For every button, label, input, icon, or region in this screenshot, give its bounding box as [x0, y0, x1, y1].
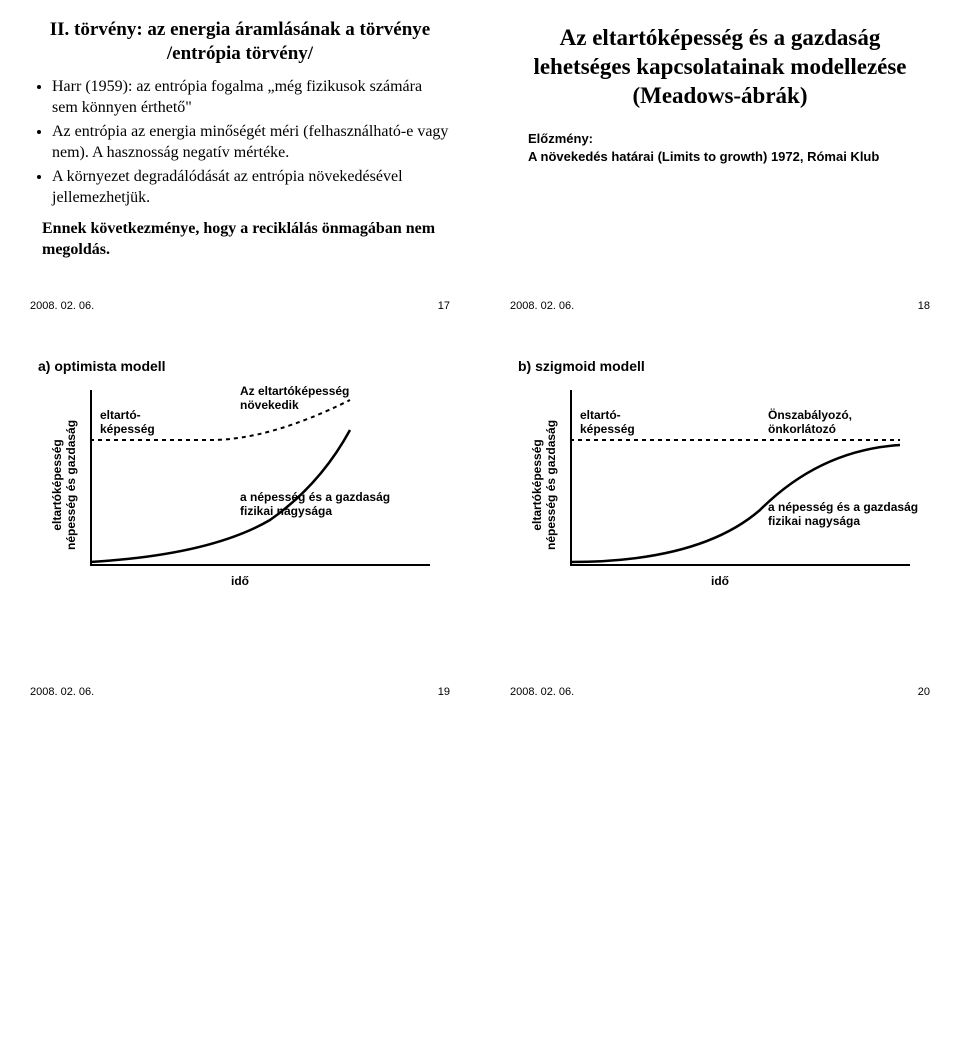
subtitle-line: A növekedés határai (Limits to growth) 1…: [528, 148, 930, 166]
slide-title: Az eltartóképesség és a gazdaság lehetsé…: [510, 24, 930, 110]
chart-optimist: eltartóképesség népesség és gazdaság idő…: [40, 390, 440, 590]
slide-number: 20: [918, 686, 930, 698]
slide-number: 17: [438, 300, 450, 312]
slide-date: 2008. 02. 06.: [30, 686, 94, 698]
conclusion-paragraph: Ennek következménye, hogy a reciklálás ö…: [42, 219, 450, 261]
y-axis-label: eltartóképesség népesség és gazdaság: [50, 420, 78, 550]
slide-footer: 2008. 02. 06. 19: [30, 686, 450, 698]
chart-title: a) optimista modell: [38, 358, 450, 374]
bullet-item: Az entrópia az energia minőségét méri (f…: [52, 121, 450, 164]
ann-top: Önszabályozó, önkorlátozó: [768, 408, 920, 437]
slide-19: a) optimista modell eltartóképesség népe…: [20, 346, 460, 702]
bullet-item: Harr (1959): az entrópia fogalma „még fi…: [52, 76, 450, 119]
slide-number: 18: [918, 300, 930, 312]
slide-footer: 2008. 02. 06. 18: [510, 300, 930, 312]
x-axis-label: idő: [711, 574, 729, 588]
subtitle-line: Előzmény:: [528, 130, 930, 148]
slide-footer: 2008. 02. 06. 20: [510, 686, 930, 698]
slide-title: II. törvény: az energia áramlásának a tö…: [30, 18, 450, 66]
ann-capacity: eltartó- képesség: [580, 408, 635, 437]
ann-top: Az eltartóképesség növekedik: [240, 384, 349, 413]
ann-curve: a népesség és a gazdaság fizikai nagyság…: [240, 490, 390, 519]
bullet-item: A környezet degradálódását az entrópia n…: [52, 166, 450, 209]
chart-sigmoid: eltartóképesség népesség és gazdaság idő…: [520, 390, 920, 590]
bullet-list: Harr (1959): az entrópia fogalma „még fi…: [52, 76, 450, 210]
slide-footer: 2008. 02. 06. 17: [30, 300, 450, 312]
ann-curve: a népesség és a gazdaság fizikai nagyság…: [768, 500, 918, 529]
slide-17: II. törvény: az energia áramlásának a tö…: [20, 10, 460, 316]
slide-date: 2008. 02. 06.: [510, 300, 574, 312]
slide-date: 2008. 02. 06.: [510, 686, 574, 698]
slide-20: b) szigmoid modell eltartóképesség népes…: [500, 346, 940, 702]
y-axis-label: eltartóképesség népesség és gazdaság: [530, 420, 558, 550]
slide-number: 19: [438, 686, 450, 698]
ann-capacity: eltartó- képesség: [100, 408, 155, 437]
slide-18: Az eltartóképesség és a gazdaság lehetsé…: [500, 10, 940, 316]
slide-date: 2008. 02. 06.: [30, 300, 94, 312]
chart-title: b) szigmoid modell: [518, 358, 930, 374]
x-axis-label: idő: [231, 574, 249, 588]
